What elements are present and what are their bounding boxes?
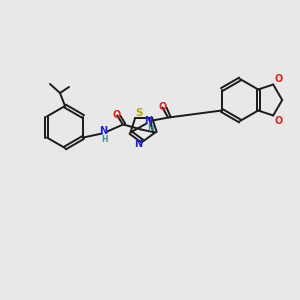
Text: N: N	[144, 116, 152, 125]
Text: O: O	[158, 101, 166, 112]
Text: S: S	[135, 108, 143, 118]
Text: H: H	[147, 124, 154, 133]
Text: H: H	[101, 135, 107, 144]
Text: O: O	[274, 116, 282, 125]
Text: N: N	[134, 140, 142, 149]
Text: O: O	[112, 110, 120, 119]
Text: N: N	[99, 127, 107, 136]
Text: O: O	[274, 74, 282, 85]
